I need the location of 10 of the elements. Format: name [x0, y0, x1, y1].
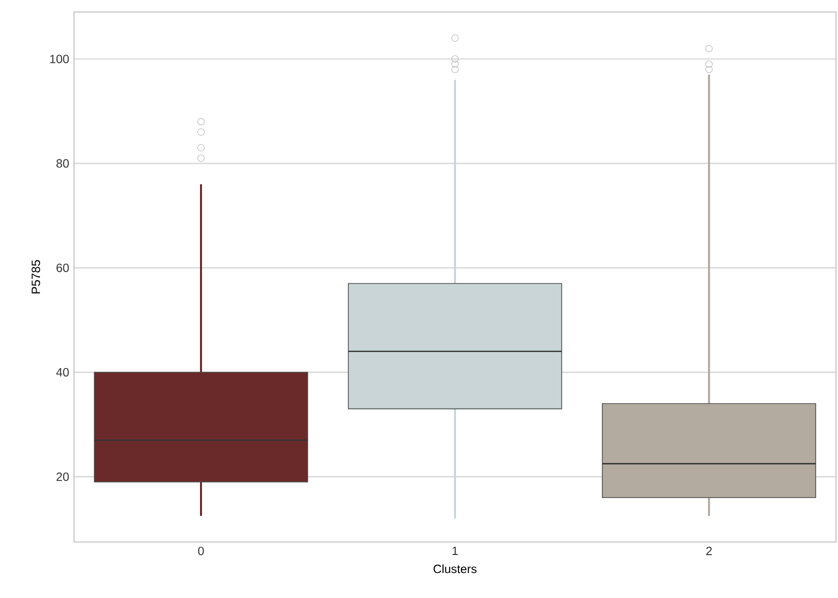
y-tick-label: 80	[56, 159, 69, 168]
y-tick-label: 60	[56, 264, 69, 272]
y-tick-label: 100	[50, 54, 69, 64]
x-axis-title: Clusters	[434, 564, 477, 574]
x-tick-label: 1	[452, 546, 458, 555]
y-tick-label: 40	[56, 368, 69, 377]
x-tick-label: 2	[706, 546, 712, 556]
y-tick-label: 20	[56, 472, 69, 481]
x-tick-label: 0	[198, 546, 204, 556]
y-axis-title: P5785	[32, 260, 40, 294]
